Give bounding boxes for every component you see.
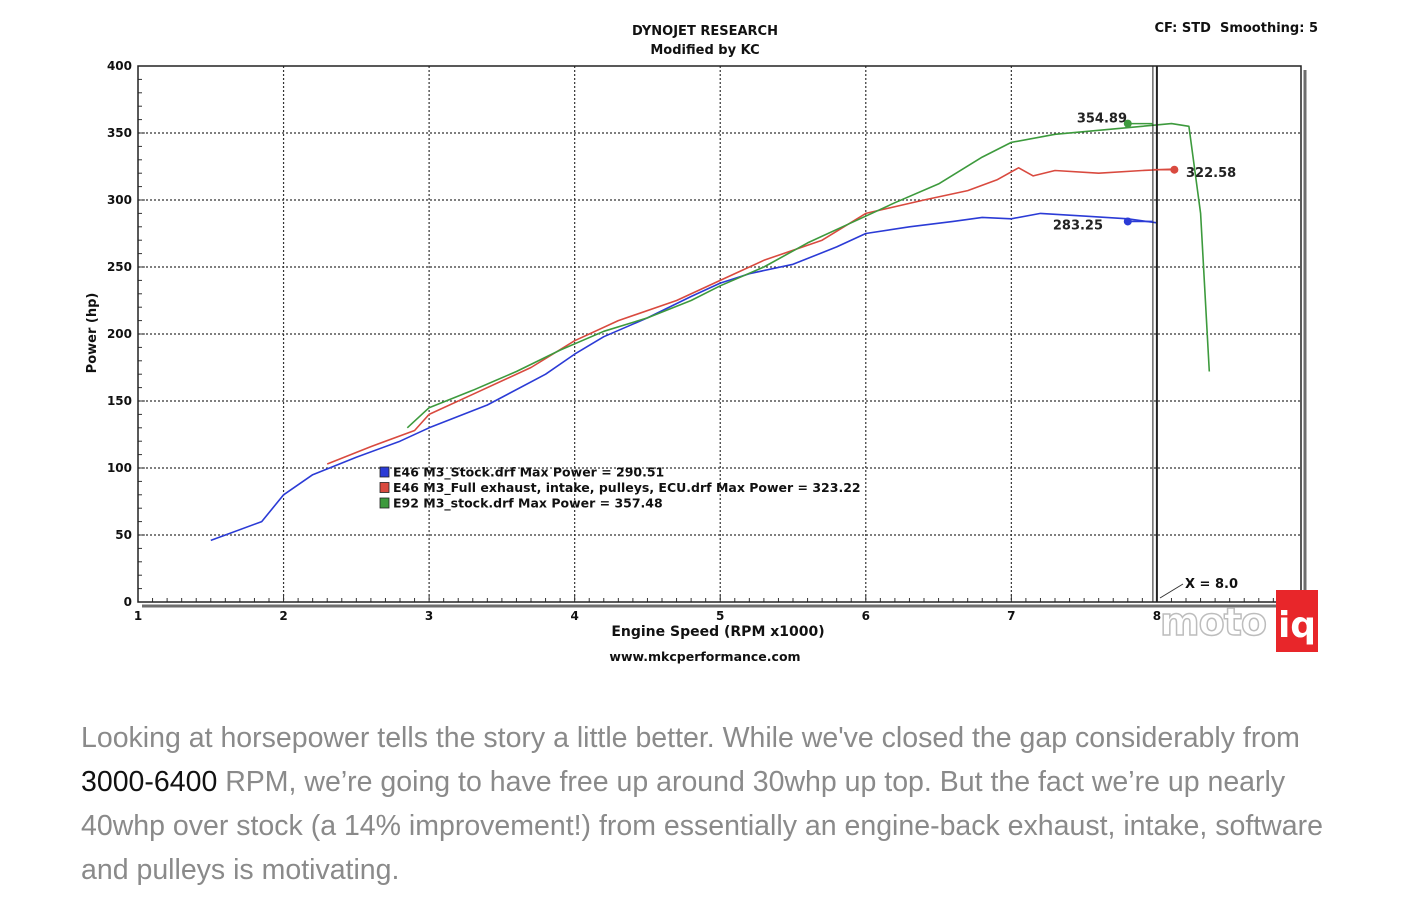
y-tick-label: 350 [107,126,132,140]
y-tick-label: 50 [115,528,132,542]
x-tick-label: 1 [134,609,142,623]
y-tick-label: 150 [107,394,132,408]
series-lines [210,122,1211,542]
caption-text-before: Looking at horsepower tells the story a … [81,722,1300,754]
series-line-1 [210,212,1158,542]
x-axis-label: Engine Speed (RPM x1000) [611,624,824,640]
cursor-marker-3 [1123,119,1132,128]
chart-subtitle: Modified by KC [650,43,759,58]
x-tick-labels: 1 2 3 4 5 6 7 8 [134,609,1161,623]
legend-entry-3: E92 M3_stock.drf Max Power = 357.48 [393,496,663,512]
horizontal-gridlines [138,132,1301,536]
logo-text-moto: moto [1159,599,1267,645]
legend-swatch-1 [379,466,390,478]
cursor-label: X = 8.0 [1159,577,1238,599]
caption-text-after: RPM, we’re going to have free up around … [81,766,1323,886]
plot-frame [137,65,1302,603]
x-tick-label: 8 [1153,609,1161,623]
logo-text-iq: iq [1276,590,1318,652]
legend-swatch-2 [379,482,390,493]
legend-swatch-3 [379,497,390,509]
dyno-chart: DYNOJET RESEARCH Modified by KC CF: STD … [85,21,1318,664]
x-tick-label: 4 [570,609,578,623]
cursor-markers: 283.25 322.58 354.89 [1053,66,1236,602]
chart-header-right: CF: STD Smoothing: 5 [1154,21,1318,36]
cursor-label-text: X = 8.0 [1185,577,1238,592]
cursor-label-leader [1159,583,1184,599]
y-tick-label: 400 [107,59,132,73]
cursor-value-label-1: 283.25 [1053,218,1103,233]
y-tick-label: 100 [107,461,132,475]
x-tick-label: 5 [716,609,724,623]
y-tick-label: 300 [107,193,132,207]
article-paragraph: Looking at horsepower tells the story a … [81,716,1341,892]
rpm-range-text: 3000-6400 [81,766,218,798]
cursor-value-label-2: 322.58 [1186,166,1236,181]
cursor-value-label-3: 354.89 [1077,112,1127,127]
chart-footer: www.mkcperformance.com [609,649,800,664]
y-tick-label: 0 [124,595,132,609]
series-line-3 [406,122,1211,429]
legend-entry-2: E46 M3_Full exhaust, intake, pulleys, EC… [393,480,861,496]
x-tick-label: 2 [279,609,287,623]
chart-title: DYNOJET RESEARCH [632,24,778,39]
cursor-marker-2 [1170,165,1179,174]
y-axis-label: Power (hp) [85,293,100,374]
y-tick-label: 250 [107,260,132,274]
motoiq-logo: moto iq [1159,590,1318,654]
cursor-marker-1 [1123,217,1132,226]
x-tick-label: 7 [1007,609,1015,623]
y-tick-label: 200 [107,327,132,341]
y-tick-labels: 0 50 100 150 200 250 300 350 400 [107,59,132,609]
legend-entry-1: E46 M3_Stock.drf Max Power = 290.51 [393,465,664,481]
x-tick-label: 3 [425,609,433,623]
x-tick-label: 6 [862,609,870,623]
